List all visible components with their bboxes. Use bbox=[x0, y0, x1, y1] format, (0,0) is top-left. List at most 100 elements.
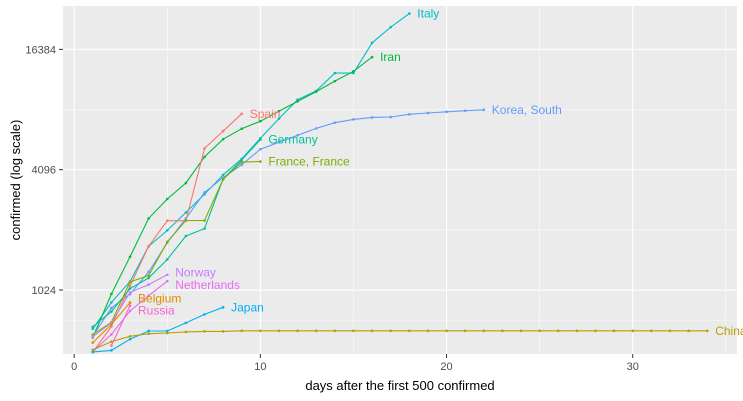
data-point-france-france bbox=[240, 160, 244, 164]
data-point-italy bbox=[352, 71, 355, 75]
data-point-italy bbox=[221, 173, 225, 177]
data-point-iran bbox=[352, 69, 355, 73]
series-line-japan bbox=[92, 306, 224, 353]
data-point-china bbox=[463, 329, 467, 333]
data-point-china bbox=[314, 329, 318, 333]
data-point-iran bbox=[296, 100, 299, 103]
data-point-france-france bbox=[147, 274, 150, 277]
axes: 0 10 20 30 1024 4096 16384 bbox=[25, 44, 638, 373]
data-point-spain bbox=[221, 129, 225, 133]
x-tick-label: 10 bbox=[254, 361, 266, 373]
data-point-japan bbox=[128, 337, 132, 341]
data-point-germany bbox=[91, 325, 95, 329]
data-point-italy bbox=[277, 117, 281, 120]
plot-panel bbox=[63, 6, 737, 354]
data-point-china bbox=[408, 329, 411, 333]
data-point-china bbox=[277, 329, 281, 333]
data-point-belgium bbox=[91, 341, 95, 344]
x-tick-label: 30 bbox=[627, 361, 639, 373]
data-point-spain bbox=[147, 244, 150, 248]
data-point-norway bbox=[128, 291, 132, 294]
data-point-china bbox=[631, 329, 635, 333]
data-point-iran bbox=[277, 109, 281, 113]
data-point-china bbox=[445, 329, 448, 333]
data-point-china bbox=[110, 340, 113, 343]
data-point-korea-south bbox=[426, 111, 430, 115]
data-point-korea-south bbox=[482, 108, 486, 112]
series-label-germany: Germany bbox=[268, 133, 317, 147]
data-point-italy bbox=[184, 211, 188, 214]
data-point-china bbox=[612, 329, 616, 333]
series-line-france-france bbox=[92, 160, 261, 336]
data-point-iran bbox=[128, 255, 132, 259]
data-point-china bbox=[575, 329, 579, 333]
data-point-china bbox=[426, 329, 430, 333]
data-point-france-france bbox=[259, 160, 262, 163]
data-point-italy bbox=[165, 229, 169, 232]
data-point-china bbox=[705, 329, 709, 333]
data-point-korea-south bbox=[333, 121, 337, 124]
data-point-netherlands bbox=[128, 309, 132, 313]
data-point-china bbox=[91, 348, 95, 352]
data-point-spain bbox=[240, 112, 244, 116]
data-point-china bbox=[259, 329, 262, 333]
data-point-germany bbox=[184, 234, 188, 238]
y-tick-label: 4096 bbox=[32, 165, 56, 177]
series-label-russia: Russia bbox=[138, 304, 175, 318]
data-point-belgium bbox=[110, 323, 113, 326]
data-point-china bbox=[501, 329, 504, 333]
series-line-korea-south bbox=[92, 109, 484, 337]
data-point-iran bbox=[259, 119, 262, 123]
data-point-korea-south bbox=[408, 112, 411, 116]
data-point-japan bbox=[110, 349, 113, 352]
data-point-france-france bbox=[128, 280, 132, 284]
data-point-korea-south bbox=[147, 270, 150, 274]
series-line-iran bbox=[92, 56, 373, 338]
series-label-china: China bbox=[715, 324, 743, 338]
data-point-japan bbox=[221, 306, 225, 309]
data-point-china bbox=[128, 334, 132, 338]
data-point-china bbox=[594, 329, 597, 333]
series-label-netherlands: Netherlands bbox=[175, 278, 240, 292]
data-point-germany bbox=[259, 138, 262, 141]
data-point-japan bbox=[91, 350, 95, 354]
data-point-germany bbox=[165, 258, 169, 261]
data-point-china bbox=[147, 332, 150, 336]
x-axis-title: days after the first 500 confirmed bbox=[305, 378, 494, 393]
data-point-korea-south bbox=[110, 306, 113, 310]
data-point-spain bbox=[203, 147, 206, 150]
series-line-russia bbox=[110, 305, 131, 346]
data-point-korea-south bbox=[277, 140, 281, 144]
data-point-germany bbox=[240, 158, 244, 162]
data-point-china bbox=[240, 329, 244, 333]
series-label-korea-south: Korea, South bbox=[492, 103, 562, 117]
data-point-italy bbox=[408, 12, 411, 15]
data-point-iran bbox=[370, 55, 374, 59]
data-point-china bbox=[184, 330, 188, 334]
data-point-korea-south bbox=[445, 110, 448, 114]
series-label-italy: Italy bbox=[417, 7, 439, 21]
data-point-italy bbox=[91, 327, 95, 331]
data-point-italy bbox=[370, 41, 374, 45]
data-point-netherlands bbox=[165, 279, 169, 283]
data-point-netherlands bbox=[147, 294, 150, 298]
data-point-china bbox=[352, 329, 355, 333]
data-point-norway bbox=[91, 335, 95, 339]
series-line-germany bbox=[92, 139, 261, 328]
series-label-france-france: France, France bbox=[268, 155, 350, 169]
data-point-korea-south bbox=[370, 116, 374, 119]
x-tick-label: 20 bbox=[440, 361, 452, 373]
data-point-france-france bbox=[91, 333, 95, 336]
data-point-norway bbox=[165, 273, 169, 277]
grid bbox=[63, 6, 737, 354]
x-tick-label: 0 bbox=[71, 361, 77, 373]
series-line-china bbox=[92, 330, 708, 351]
series-label-norway: Norway bbox=[175, 266, 216, 280]
data-point-italy bbox=[389, 25, 392, 29]
data-point-iran bbox=[184, 181, 188, 185]
data-point-germany bbox=[203, 227, 206, 230]
data-point-japan bbox=[203, 313, 206, 316]
data-point-china bbox=[538, 329, 541, 333]
data-point-korea-south bbox=[259, 147, 262, 151]
